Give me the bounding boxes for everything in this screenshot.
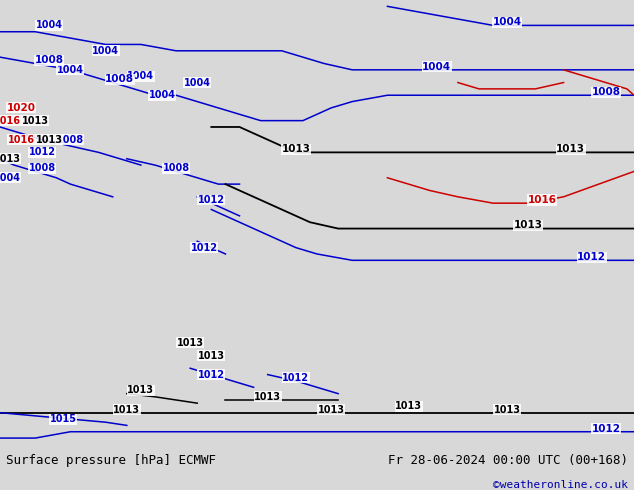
Text: 1004: 1004 (184, 77, 210, 88)
Text: 1004: 1004 (422, 62, 451, 72)
Text: 1008: 1008 (29, 163, 56, 173)
Text: 1016: 1016 (0, 116, 20, 125)
Text: 1013: 1013 (556, 144, 585, 154)
Text: 1013: 1013 (0, 154, 20, 164)
Text: 1004: 1004 (92, 46, 119, 56)
Text: 1012: 1012 (282, 373, 309, 383)
Text: 1008: 1008 (105, 74, 134, 84)
Text: Fr 28-06-2024 00:00 UTC (00+168): Fr 28-06-2024 00:00 UTC (00+168) (387, 454, 628, 467)
Text: 1012: 1012 (191, 243, 218, 253)
Text: ©weatheronline.co.uk: ©weatheronline.co.uk (493, 480, 628, 490)
Text: 1004: 1004 (148, 90, 176, 100)
Text: 1004: 1004 (36, 21, 63, 30)
Text: Surface pressure [hPa] ECMWF: Surface pressure [hPa] ECMWF (6, 454, 216, 467)
Text: 1013: 1013 (514, 220, 543, 230)
Text: 1013: 1013 (113, 405, 140, 415)
Text: 1012: 1012 (198, 369, 225, 380)
Text: 1004: 1004 (0, 173, 20, 183)
Text: 1013: 1013 (198, 350, 225, 361)
Text: 1013: 1013 (494, 405, 521, 415)
Text: 1015: 1015 (50, 414, 77, 424)
Text: 1013: 1013 (36, 135, 63, 145)
Text: 1020: 1020 (6, 103, 36, 113)
Text: 1004: 1004 (493, 17, 522, 27)
Text: 1008: 1008 (57, 135, 84, 145)
Text: 1016: 1016 (528, 195, 557, 205)
Text: 1013: 1013 (395, 401, 422, 411)
Text: 1013: 1013 (177, 338, 204, 348)
Text: 1008: 1008 (592, 87, 620, 97)
Text: 1013: 1013 (254, 392, 281, 402)
Text: 1012: 1012 (577, 252, 606, 262)
Text: 1008: 1008 (35, 55, 64, 65)
Text: 1013: 1013 (22, 116, 49, 125)
Text: 1013: 1013 (281, 144, 311, 154)
Text: 1012: 1012 (198, 195, 225, 205)
Text: 1012: 1012 (592, 423, 620, 434)
Text: 1012: 1012 (29, 147, 56, 157)
Text: 1016: 1016 (8, 135, 35, 145)
Text: 1013: 1013 (318, 405, 345, 415)
Text: 1008: 1008 (162, 163, 190, 173)
Text: 1004: 1004 (57, 65, 84, 75)
Text: 1004: 1004 (127, 71, 155, 81)
Text: 1013: 1013 (127, 386, 155, 395)
